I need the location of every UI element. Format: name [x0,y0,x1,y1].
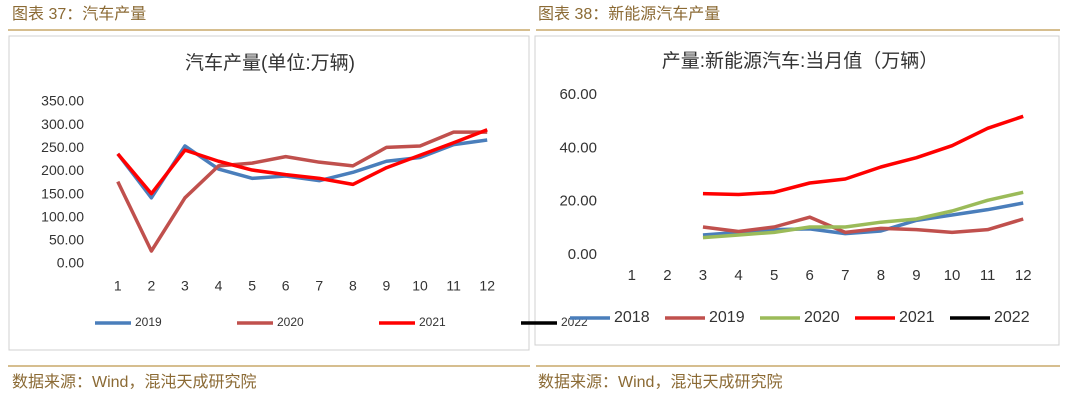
x-tick-label: 1 [628,267,636,284]
series-line [702,190,1024,240]
caption: 图表 37：汽车产量 [12,5,146,23]
legend-label: 2020 [804,309,840,326]
y-tick-label: 250.00 [41,139,84,155]
x-tick-label: 7 [841,267,849,284]
legend-label: 2019 [709,309,745,326]
x-tick-label: 7 [315,278,323,294]
series-line [116,138,488,200]
legend-label: 2020 [277,315,304,329]
chart-frame [534,35,1060,346]
x-tick-label: 6 [806,267,814,284]
y-tick-label: 40.00 [559,139,597,156]
series-line [702,114,1024,197]
x-tick-label: 10 [412,278,428,294]
x-tick-label: 11 [446,278,461,294]
y-tick-label: 200.00 [41,162,84,178]
y-tick-label: 0.00 [57,255,84,271]
series-line [116,128,488,196]
x-tick-label: 10 [944,267,961,284]
series-line [702,215,1024,235]
x-tick-label: 6 [282,278,290,294]
x-tick-label: 8 [877,267,885,284]
x-tick-label: 1 [114,278,122,294]
x-tick-label: 9 [912,267,920,284]
x-tick-label: 5 [248,278,256,294]
x-tick-label: 2 [663,267,671,284]
x-tick-label: 4 [215,278,223,294]
y-tick-label: 300.00 [41,116,84,132]
y-tick-label: 20.00 [559,193,597,210]
x-tick-label: 12 [479,278,495,294]
legend-label: 2021 [419,315,446,329]
legend-label: 2022 [994,309,1030,326]
x-tick-label: 5 [770,267,778,284]
y-tick-label: 50.00 [49,232,84,248]
legend-label: 2021 [899,309,935,326]
x-tick-label: 12 [1015,267,1032,284]
chart-title: 产量:新能源汽车:当月值（万辆） [662,50,939,72]
x-tick-label: 3 [181,278,189,294]
y-tick-label: 350.00 [41,93,84,109]
y-tick-label: 60.00 [559,86,597,103]
source: 数据来源：Wind，混沌天成研究院 [12,373,256,391]
source: 数据来源：Wind，混沌天成研究院 [538,373,782,391]
chart-title: 汽车产量(单位:万辆) [185,52,355,74]
x-tick-label: 2 [147,278,155,294]
x-tick-label: 9 [383,278,391,294]
y-tick-label: 150.00 [41,185,84,201]
x-tick-label: 3 [699,267,707,284]
y-tick-label: 100.00 [41,208,84,224]
series-line [116,130,488,253]
x-tick-label: 8 [349,278,357,294]
chart-frame [8,35,530,351]
legend-label: 2019 [135,315,162,329]
x-tick-label: 11 [980,267,996,284]
legend-label: 2018 [614,309,650,326]
y-tick-label: 0.00 [568,246,597,263]
caption: 图表 38：新能源汽车产量 [538,5,720,23]
x-tick-label: 4 [734,267,742,284]
